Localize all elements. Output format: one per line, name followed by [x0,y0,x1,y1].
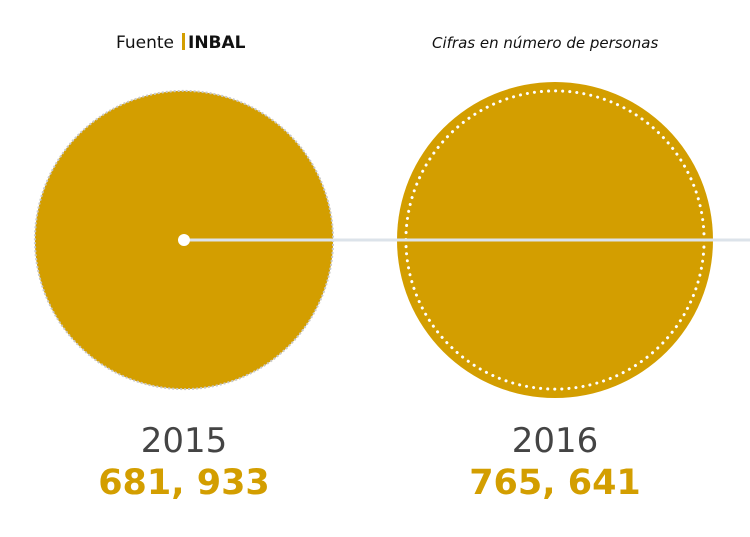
center-dot [178,234,190,246]
value-label-2015: 681, 933 [98,463,270,503]
source-value: INBAL [188,33,246,53]
source-divider [182,33,185,50]
value-label-2016: 765, 641 [469,463,641,503]
source-label: Fuente [116,33,174,53]
units-note: Cifras en número de personas [432,34,658,52]
year-label-2015: 2015 [141,421,228,461]
year-label-2016: 2016 [512,421,599,461]
